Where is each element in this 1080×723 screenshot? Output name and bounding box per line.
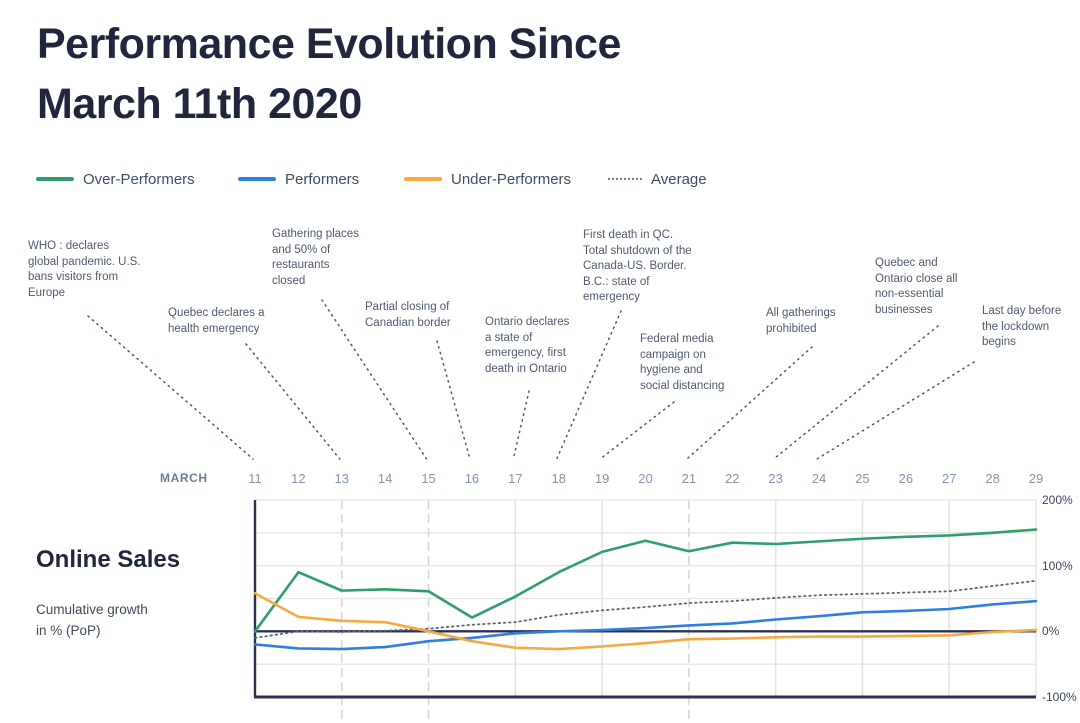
- event-leader-line: [245, 343, 341, 460]
- day-label-28: 28: [985, 471, 1000, 486]
- event-annotation: First death in QC. Total shutdown of the…: [583, 229, 692, 303]
- event-annotation: Quebec and Ontario close all non-essenti…: [875, 257, 958, 316]
- event-annotation: Quebec declares a health emergency: [168, 307, 265, 335]
- legend-swatch-icon: [238, 177, 276, 181]
- under-performers-line: [253, 591, 1038, 651]
- legend-label: Average: [651, 170, 707, 188]
- event-leader-line: [512, 390, 530, 460]
- legend-item-average: Average: [608, 170, 707, 188]
- performers-line: [253, 599, 1038, 651]
- section-subheading: Cumulative growth in % (PoP): [36, 602, 148, 638]
- day-label-25: 25: [855, 471, 870, 486]
- legend-item-under-performers: Under-Performers: [404, 170, 571, 188]
- legend-swatch-icon: [608, 178, 642, 180]
- legend-swatch-icon: [404, 177, 442, 181]
- legend-label: Over-Performers: [83, 170, 195, 188]
- day-label-20: 20: [638, 471, 653, 486]
- day-label-29: 29: [1028, 471, 1044, 486]
- day-label-23: 23: [768, 471, 783, 486]
- event-annotation: Partial closing of Canadian border: [365, 301, 451, 329]
- y-tick-label: 100%: [1042, 558, 1073, 573]
- event-leader-line: [816, 361, 975, 460]
- day-label-13: 13: [334, 471, 349, 486]
- x-axis-month-label: MARCH: [160, 471, 208, 485]
- event-annotation: Last day before the lockdown begins: [982, 305, 1062, 348]
- event-leader-line: [772, 325, 939, 460]
- event-leader-line: [87, 315, 254, 460]
- day-label-22: 22: [725, 471, 740, 486]
- day-label-12: 12: [291, 471, 306, 486]
- legend-label: Under-Performers: [451, 170, 572, 188]
- event-leader-line: [436, 340, 471, 460]
- event-annotation: Ontario declares a state of emergency, f…: [485, 316, 570, 375]
- event-annotation: Federal media campaign on hygiene and so…: [640, 333, 725, 392]
- event-annotation: Gathering places and 50% of restaurants …: [272, 228, 359, 287]
- section-heading: Online Sales: [36, 546, 181, 573]
- legend-item-over-performers: Over-Performers: [36, 170, 195, 188]
- legend-swatch-icon: [36, 177, 74, 181]
- page-title: Performance Evolution Since March 11th 2…: [37, 20, 621, 128]
- day-label-19: 19: [594, 471, 610, 486]
- average-line: [254, 579, 1037, 639]
- day-label-11: 11: [248, 471, 262, 486]
- day-label-24: 24: [811, 471, 827, 486]
- day-label-17: 17: [508, 471, 523, 486]
- day-label-16: 16: [464, 471, 480, 486]
- over-performers-line: [253, 528, 1038, 633]
- event-leader-line: [686, 346, 813, 460]
- day-label-21: 21: [681, 471, 697, 486]
- day-label-27: 27: [941, 471, 957, 486]
- y-tick-label: -100%: [1042, 690, 1077, 704]
- y-tick-label: 0%: [1042, 624, 1060, 639]
- event-annotation: All gatherings prohibited: [766, 307, 836, 335]
- day-label-26: 26: [898, 471, 914, 486]
- legend-item-performers: Performers: [238, 170, 359, 188]
- day-label-15: 15: [421, 471, 436, 486]
- y-tick-label: 200%: [1042, 493, 1073, 507]
- event-annotation: WHO : declares global pandemic. U.S. ban…: [28, 240, 141, 299]
- day-label-14: 14: [377, 471, 393, 486]
- event-leader-line: [321, 299, 428, 460]
- legend-label: Performers: [285, 170, 360, 188]
- day-label-18: 18: [551, 471, 566, 486]
- event-leader-line: [599, 401, 675, 460]
